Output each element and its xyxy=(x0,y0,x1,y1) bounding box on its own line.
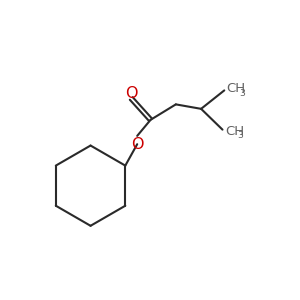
Text: 3: 3 xyxy=(239,89,245,98)
Text: CH: CH xyxy=(225,124,244,138)
Text: 3: 3 xyxy=(237,131,243,140)
Text: O: O xyxy=(125,85,137,100)
Text: CH: CH xyxy=(227,82,246,95)
Text: O: O xyxy=(131,137,143,152)
